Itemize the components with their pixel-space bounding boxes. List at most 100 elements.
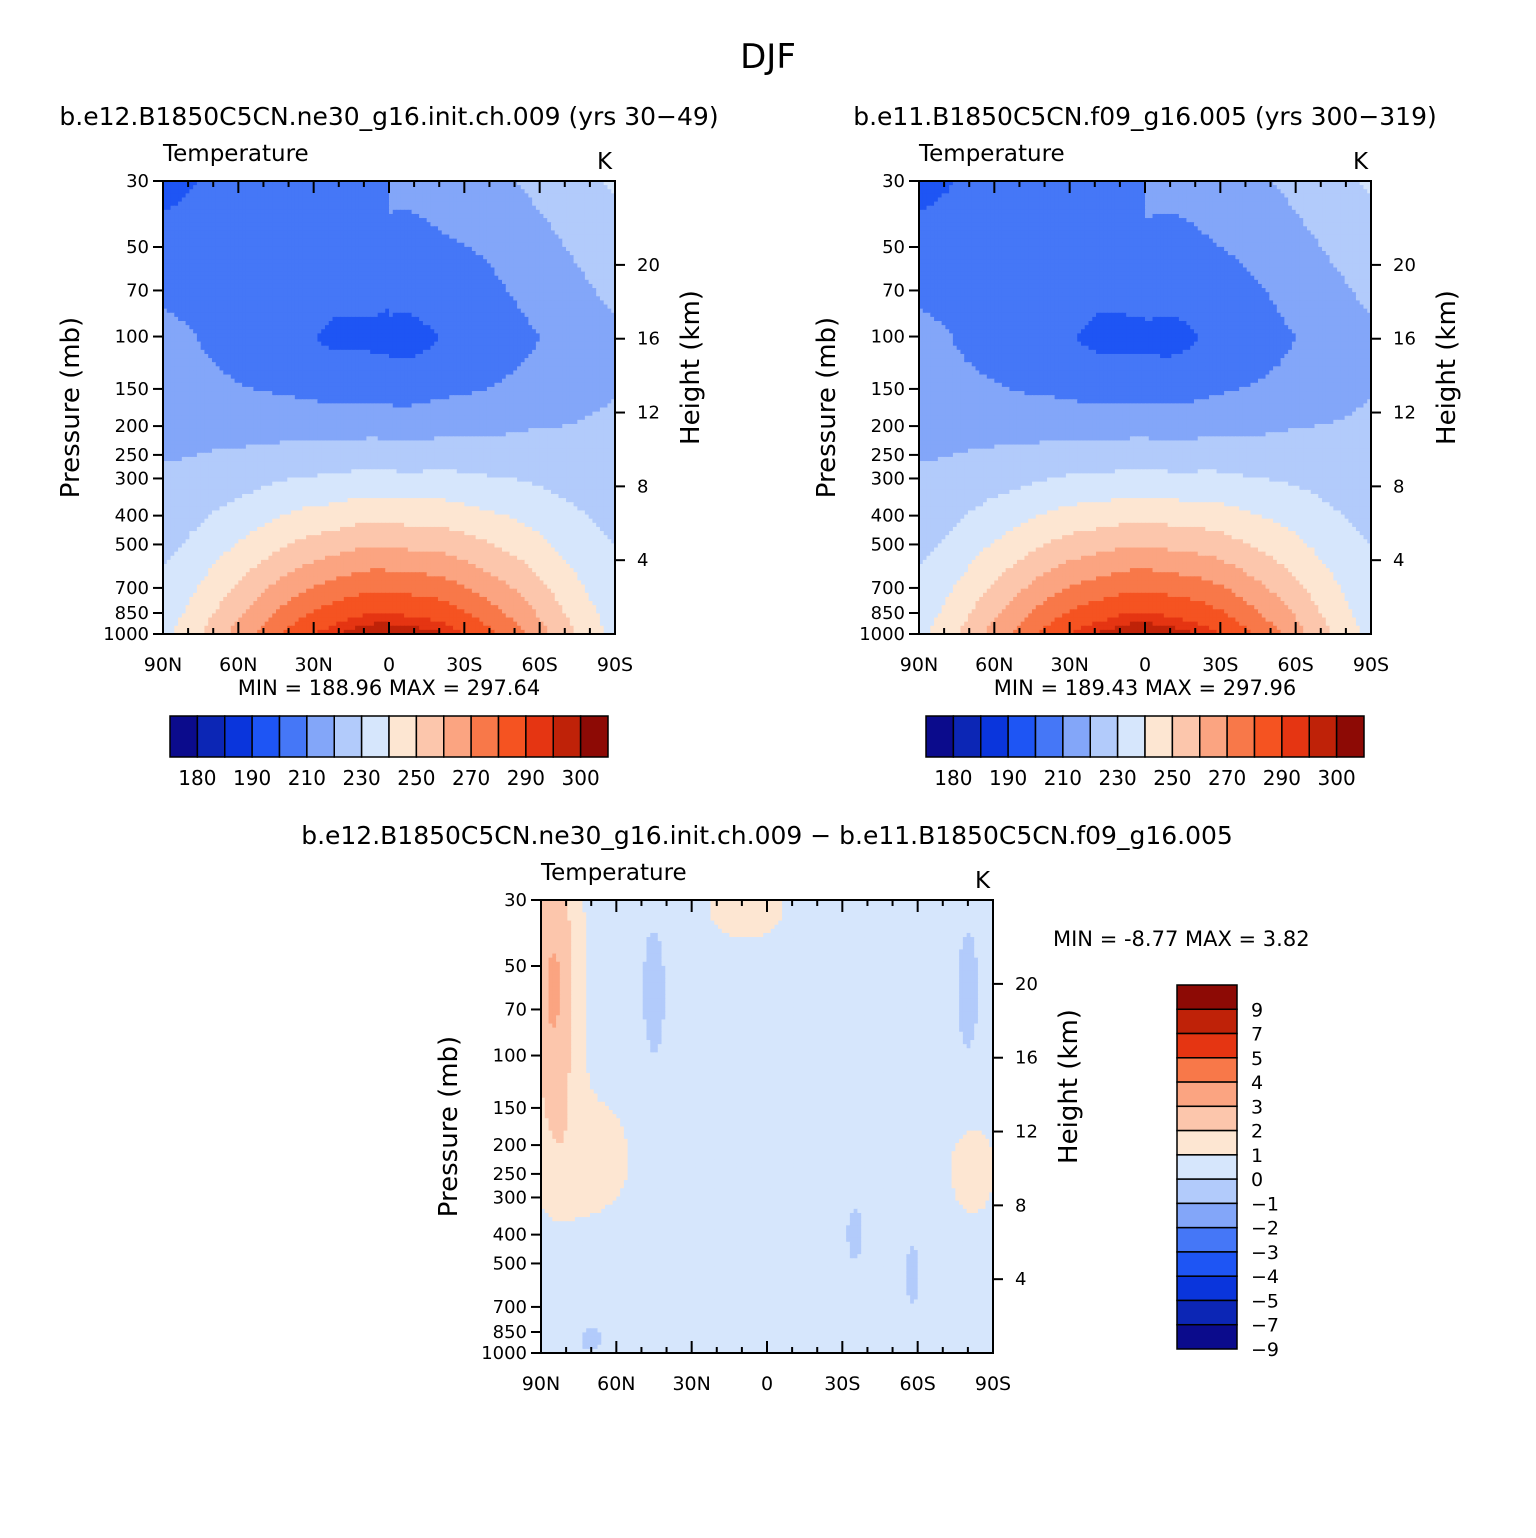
contour-cell bbox=[476, 189, 480, 194]
contour-cell bbox=[333, 210, 337, 215]
contour-cell bbox=[483, 230, 487, 235]
contour-cell bbox=[363, 210, 367, 215]
contour-cell bbox=[453, 235, 457, 240]
contour-cell bbox=[404, 346, 408, 351]
contour-cell bbox=[310, 333, 314, 338]
contour-cell bbox=[201, 284, 205, 289]
contour-cell bbox=[212, 300, 216, 305]
contour-cell bbox=[528, 272, 532, 277]
contour-cell bbox=[280, 321, 284, 326]
contour-cell bbox=[604, 185, 608, 190]
contour-cell bbox=[600, 321, 604, 326]
contour-cell bbox=[336, 202, 340, 207]
contour-cell bbox=[276, 333, 280, 338]
contour-cell bbox=[178, 276, 182, 281]
contour-cell bbox=[250, 329, 254, 334]
contour-cell bbox=[231, 309, 235, 314]
contour-cell bbox=[547, 251, 551, 256]
contour-cell bbox=[336, 321, 340, 326]
contour-cell bbox=[325, 263, 329, 268]
contour-cell bbox=[559, 309, 563, 314]
contour-cell bbox=[336, 251, 340, 256]
contour-cell bbox=[461, 218, 465, 223]
contour-cell bbox=[517, 243, 521, 248]
contour-cell bbox=[235, 230, 239, 235]
contour-cell bbox=[604, 309, 608, 314]
contour-cell bbox=[253, 193, 257, 198]
contour-cell bbox=[468, 185, 472, 190]
contour-cell bbox=[419, 197, 423, 202]
contour-cell bbox=[604, 325, 608, 330]
contour-cell bbox=[348, 206, 352, 211]
contour-cell bbox=[340, 263, 344, 268]
contour-cell bbox=[295, 193, 299, 198]
contour-cell bbox=[321, 251, 325, 256]
contour-cell bbox=[227, 329, 231, 334]
contour-cell bbox=[592, 214, 596, 219]
contour-cell bbox=[208, 247, 212, 252]
contour-cell bbox=[231, 313, 235, 318]
contour-cell bbox=[321, 206, 325, 211]
contour-cell bbox=[502, 276, 506, 281]
contour-cell bbox=[280, 342, 284, 347]
contour-cell bbox=[404, 313, 408, 318]
contour-cell bbox=[378, 197, 382, 202]
contour-cell bbox=[370, 346, 374, 351]
contour-cell bbox=[461, 247, 465, 252]
contour-cell bbox=[189, 185, 193, 190]
contour-cell bbox=[295, 218, 299, 223]
contour-cell bbox=[272, 350, 276, 355]
contour-cell bbox=[555, 346, 559, 351]
contour-cell bbox=[513, 342, 517, 347]
contour-cell bbox=[317, 296, 321, 301]
contour-cell bbox=[408, 300, 412, 305]
contour-cell bbox=[370, 235, 374, 240]
contour-cell bbox=[276, 197, 280, 202]
contour-cell bbox=[333, 288, 337, 293]
contour-cell bbox=[592, 329, 596, 334]
contour-cell bbox=[430, 210, 434, 215]
contour-cell bbox=[483, 346, 487, 351]
contour-cell bbox=[212, 218, 216, 223]
contour-cell bbox=[423, 313, 427, 318]
contour-cell bbox=[453, 210, 457, 215]
contour-cell bbox=[321, 193, 325, 198]
contour-cell bbox=[355, 214, 359, 219]
contour-cell bbox=[363, 329, 367, 334]
contour-cell bbox=[344, 337, 348, 342]
contour-cell bbox=[562, 284, 566, 289]
contour-cell bbox=[310, 243, 314, 248]
contour-cell bbox=[167, 185, 171, 190]
contour-cell bbox=[419, 321, 423, 326]
contour-cell bbox=[479, 206, 483, 211]
contour-cell bbox=[412, 197, 416, 202]
contour-cell bbox=[235, 321, 239, 326]
contour-cell bbox=[310, 272, 314, 277]
contour-cell bbox=[208, 243, 212, 248]
contour-cell bbox=[216, 255, 220, 260]
contour-cell bbox=[453, 342, 457, 347]
contour-cell bbox=[604, 272, 608, 277]
contour-cell bbox=[555, 325, 559, 330]
contour-cell bbox=[423, 214, 427, 219]
contour-cell bbox=[438, 342, 442, 347]
contour-cell bbox=[585, 263, 589, 268]
contour-cell bbox=[442, 337, 446, 342]
contour-cell bbox=[389, 210, 393, 215]
contour-cell bbox=[329, 226, 333, 231]
contour-cell bbox=[442, 276, 446, 281]
contour-cell bbox=[449, 313, 453, 318]
contour-cell bbox=[562, 239, 566, 244]
contour-cell bbox=[461, 317, 465, 322]
contour-cell bbox=[261, 202, 265, 207]
contour-cell bbox=[272, 276, 276, 281]
contour-cell bbox=[397, 350, 401, 355]
contour-cell bbox=[393, 189, 397, 194]
contour-cell bbox=[434, 342, 438, 347]
contour-cell bbox=[472, 202, 476, 207]
contour-cell bbox=[284, 313, 288, 318]
contour-cell bbox=[212, 239, 216, 244]
contour-cell bbox=[438, 235, 442, 240]
contour-cell bbox=[483, 321, 487, 326]
contour-cell bbox=[510, 342, 514, 347]
